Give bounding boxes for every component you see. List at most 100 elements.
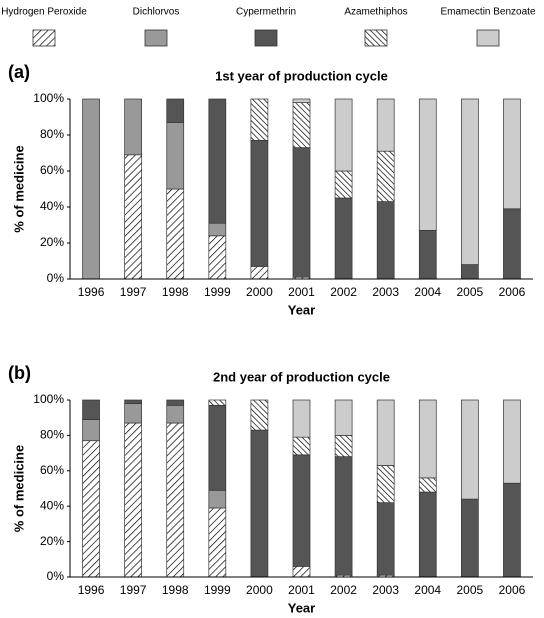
bar-segment: [376, 502, 395, 576]
bar-segment: [418, 399, 437, 479]
x-tick-label: 1999: [204, 285, 231, 299]
bar-segment: [418, 477, 437, 493]
y-tick-label: 60%: [40, 163, 64, 177]
bar-segment: [334, 399, 353, 436]
legend-swatch: [144, 29, 168, 47]
panel-label: (b): [8, 363, 31, 383]
bar-segment: [376, 150, 395, 202]
x-tick-label: 2006: [499, 583, 526, 597]
bar-segment: [166, 399, 185, 406]
bar-segment: [376, 201, 395, 280]
bar-segment: [461, 498, 479, 578]
bar-segment: [208, 222, 227, 237]
y-tick-label: 80%: [40, 428, 64, 442]
bar-segment: [208, 399, 227, 406]
x-tick-label: 2002: [330, 583, 357, 597]
bar-segment: [250, 98, 269, 141]
bar-segment: [166, 422, 185, 578]
y-tick-label: 0%: [47, 569, 65, 583]
y-tick-label: 20%: [40, 235, 64, 249]
x-tick-label: 1996: [78, 285, 105, 299]
x-tick-label: 2000: [246, 583, 273, 597]
x-tick-label: 2005: [457, 285, 484, 299]
y-tick-label: 20%: [40, 534, 64, 548]
x-tick-label: 1996: [78, 583, 105, 597]
bar-segment: [292, 147, 311, 278]
bar-segment: [250, 266, 269, 280]
bar-segment: [166, 98, 185, 123]
bar-segment: [82, 98, 100, 280]
bar-segment: [503, 399, 521, 484]
x-tick-label: 2003: [372, 285, 399, 299]
legend-label: Azamethiphos: [344, 7, 407, 18]
bar-segment: [418, 491, 437, 578]
x-tick-label: 1997: [120, 583, 147, 597]
y-tick-label: 0%: [47, 271, 65, 285]
bar-segment: [208, 507, 227, 578]
bar-segment: [292, 436, 311, 456]
bar-segment: [166, 188, 185, 280]
bar-segment: [334, 435, 353, 457]
bar-segment: [503, 98, 521, 210]
y-axis-label: % of medicine: [11, 445, 26, 532]
x-tick-label: 1997: [120, 285, 147, 299]
chart-title: 2nd year of production cycle: [213, 369, 390, 384]
bar-segment: [250, 429, 269, 578]
bar-segment: [376, 98, 395, 152]
legend-swatch: [254, 29, 278, 47]
bar-segment: [292, 102, 311, 148]
y-tick-label: 40%: [40, 498, 64, 512]
x-tick-label: 2004: [414, 285, 441, 299]
bar-segment: [166, 122, 185, 190]
legend-swatch: [476, 29, 500, 47]
bar-segment: [461, 399, 479, 500]
chart-title: 1st year of production cycle: [215, 68, 388, 83]
x-tick-label: 1999: [204, 583, 231, 597]
x-axis-label: Year: [288, 600, 315, 615]
y-tick-label: 40%: [40, 199, 64, 213]
bar-segment: [376, 465, 395, 504]
x-tick-label: 2002: [330, 285, 357, 299]
x-axis-label: Year: [288, 302, 315, 317]
bar-segment: [82, 440, 100, 578]
bar-segment: [461, 98, 479, 265]
bar-segment: [250, 140, 269, 267]
bar-segment: [376, 399, 395, 466]
bar-segment: [124, 98, 142, 156]
bar-segment: [292, 399, 311, 438]
y-tick-label: 60%: [40, 463, 64, 477]
bar-segment: [124, 422, 142, 578]
bar-segment: [503, 482, 521, 578]
bar-segment: [292, 566, 311, 578]
legend-label: Dichlorvos: [133, 7, 180, 18]
bar-segment: [250, 399, 269, 431]
bar-segment: [82, 399, 100, 420]
bar-segment: [292, 98, 311, 103]
y-tick-label: 80%: [40, 127, 64, 141]
bar-segment: [124, 154, 142, 280]
bar-segment: [503, 208, 521, 280]
x-tick-label: 2001: [288, 583, 315, 597]
legend-label: Hydrogen Peroxide: [1, 7, 87, 18]
x-tick-label: 2006: [499, 285, 526, 299]
bar-segment: [124, 403, 142, 424]
bar-segment: [334, 197, 353, 280]
bar-segment: [208, 98, 227, 224]
x-tick-label: 2001: [288, 285, 315, 299]
panel-label: (a): [8, 62, 30, 82]
bar-segment: [208, 404, 227, 491]
legend-label: Emamectin Benzoate: [440, 7, 535, 18]
x-tick-label: 2004: [414, 583, 441, 597]
x-tick-label: 1998: [162, 583, 189, 597]
x-tick-label: 2005: [457, 583, 484, 597]
bar-segment: [334, 170, 353, 199]
x-tick-label: 2000: [246, 285, 273, 299]
legend-swatch: [364, 29, 388, 47]
x-tick-label: 2003: [372, 583, 399, 597]
y-tick-label: 100%: [33, 392, 64, 406]
x-tick-label: 1998: [162, 285, 189, 299]
bar-segment: [166, 404, 185, 424]
bar-segment: [461, 264, 479, 280]
legend-swatch: [32, 29, 56, 47]
